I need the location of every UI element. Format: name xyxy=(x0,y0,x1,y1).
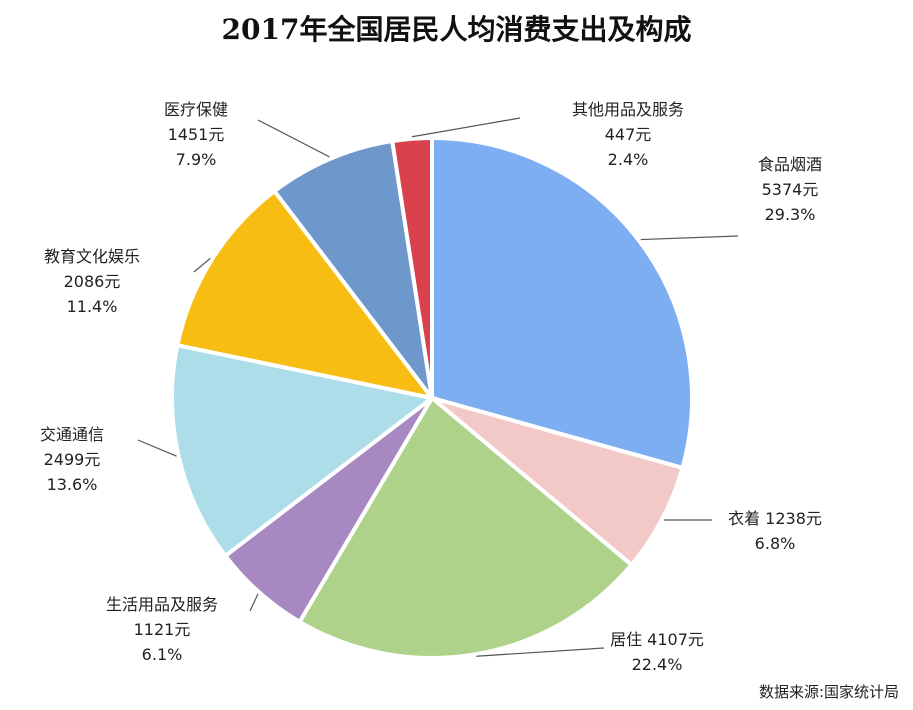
slice-label: 447元 xyxy=(605,125,652,144)
pie-slice xyxy=(175,188,437,402)
slice-percent-label: 2.4% xyxy=(608,150,649,169)
leader-line xyxy=(476,647,605,657)
slice-label: 生活用品及服务 xyxy=(106,595,218,614)
slice-percent-label: 6.1% xyxy=(142,645,183,664)
slice-percent-label: 13.6% xyxy=(47,475,98,494)
source-note: 数据来源:国家统计局 xyxy=(758,683,899,701)
slice-label: 医疗保健 xyxy=(164,100,228,119)
pie-slice xyxy=(430,135,694,471)
slice-label: 教育文化娱乐 xyxy=(44,247,140,266)
slice-percent-label: 11.4% xyxy=(67,297,118,316)
slice-percent-label: 22.4% xyxy=(632,655,683,674)
pie-slice xyxy=(170,342,437,559)
slice-label: 衣着 1238元 xyxy=(728,509,822,528)
slice-label: 交通通信 xyxy=(40,425,104,444)
leader-line xyxy=(411,117,521,138)
pie-slice xyxy=(271,138,434,400)
slice-label: 居住 4107元 xyxy=(610,630,704,649)
leader-line xyxy=(249,593,259,612)
slice-label: 1121元 xyxy=(134,620,191,639)
slice-label: 其他用品及服务 xyxy=(572,100,684,119)
pie-slice xyxy=(390,135,434,399)
leader-line xyxy=(257,119,330,158)
pie-slice xyxy=(296,394,635,660)
slice-percent-label: 6.8% xyxy=(755,534,796,553)
slice-label: 食品烟酒 xyxy=(758,155,822,174)
slice-label: 2086元 xyxy=(64,272,121,291)
slice-label: 1451元 xyxy=(168,125,225,144)
slice-label: 2499元 xyxy=(44,450,101,469)
pie-slice xyxy=(430,396,685,568)
leader-line xyxy=(640,235,739,241)
leader-line xyxy=(193,257,211,273)
slice-percent-label: 29.3% xyxy=(765,205,816,224)
leader-line xyxy=(137,439,177,457)
slice-label: 5374元 xyxy=(762,180,819,199)
slice-percent-label: 7.9% xyxy=(176,150,217,169)
chart-title: 2017年全国居民人均消费支出及构成 xyxy=(221,13,692,46)
